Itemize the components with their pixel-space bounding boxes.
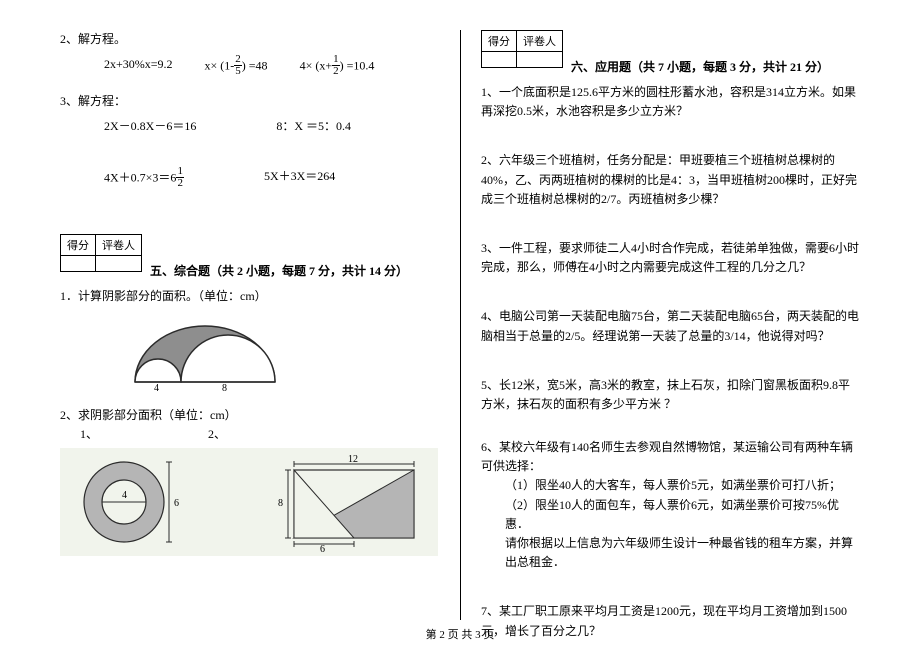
- right-column: 得分 评卷人 六、应用题（共 7 小题，每题 3 分，共计 21 分） 1、一个…: [460, 30, 860, 620]
- s5-q1: 1．计算阴影部分的面积。（单位：cm） 4 8: [60, 287, 440, 392]
- fraction: 12: [176, 166, 184, 189]
- r-q6-a: （1）限坐40人的大客车，每人票价5元，如满坐票价可打八折；: [481, 476, 860, 495]
- figure-row: 4 6 12 8: [60, 448, 438, 556]
- q3: 3、解方程： 2X－0.8X－6＝16 8：X ＝5：0.4 4X＋0.7×3＝…: [60, 92, 440, 189]
- score-h1: 得分: [482, 31, 517, 52]
- s5-q2-2: 2、: [208, 425, 226, 444]
- score-h1: 得分: [61, 234, 96, 255]
- left-column: 2、解方程。 2x+30%x=9.2 x× (1-25) =48 4× (x+1…: [60, 30, 460, 620]
- r-q3: 3、一件工程，要求师徒二人4小时合作完成，若徒弟单独做，需要6小时完成，那么，师…: [481, 239, 860, 277]
- q3-row1: 2X－0.8X－6＝16 8：X ＝5：0.4: [60, 117, 440, 136]
- r-q6: 6、某校六年级有140名师生去参观自然博物馆，某运输公司有两种车辆可供选择： （…: [481, 438, 860, 572]
- score-box-5: 得分 评卷人: [60, 234, 142, 272]
- arc-label-8: 8: [222, 383, 227, 392]
- r-q6-b: （2）限坐10人的面包车，每人票价6元，如满坐票价可按75%优惠．: [481, 496, 860, 534]
- q2-eq2: x× (1-25) =48: [205, 55, 268, 78]
- score-h2: 评卷人: [517, 31, 563, 52]
- svg-text:6: 6: [320, 544, 325, 552]
- q3-eq4: 5X＋3X＝264: [264, 167, 335, 190]
- svg-text:6: 6: [174, 498, 179, 509]
- r-q5: 5、长12米，宽5米，高3米的教室，抹上石灰，扣除门窗黑板面积9.8平方米，抹石…: [481, 376, 860, 414]
- page-columns: 2、解方程。 2x+30%x=9.2 x× (1-25) =48 4× (x+1…: [0, 0, 920, 620]
- q3-eq2: 8：X ＝5：0.4: [276, 117, 351, 136]
- s5-q2-1: 1、: [80, 425, 98, 444]
- r-q6-c: 请你根据以上信息为六年级师生设计一种最省钱的租车方案，并算出总租金．: [481, 534, 860, 572]
- figures-svg: 4 6 12 8: [64, 452, 434, 552]
- arc-figure: 4 8: [60, 312, 440, 392]
- r-q7: 7、某工厂职工原来平均月工资是1200元，现在平均月工资增加到1500元，增长了…: [481, 602, 860, 640]
- score-box-6: 得分 评卷人: [481, 30, 563, 68]
- svg-text:8: 8: [278, 498, 283, 509]
- s5-q2: 2、求阴影部分面积（单位：cm） 1、 2、 4 6: [60, 406, 440, 563]
- svg-text:12: 12: [348, 454, 358, 465]
- s5-q2-sublabels: 1、 2、: [60, 425, 440, 444]
- q3-eq3: 4X＋0.7×3＝612: [104, 167, 184, 190]
- r-q2: 2、六年级三个班植树，任务分配是：甲班要植三个班植树总棵树的40%，乙、丙两班植…: [481, 151, 860, 209]
- q2-eq1: 2x+30%x=9.2: [104, 55, 173, 78]
- fraction: 12: [332, 54, 340, 77]
- r-q1: 1、一个底面积是125.6平方米的圆柱形蓄水池，容积是314立方米。如果再深挖0…: [481, 83, 860, 121]
- s5-q2-label: 2、求阴影部分面积（单位：cm）: [60, 408, 237, 422]
- arc-svg: 4 8: [120, 312, 290, 392]
- svg-text:4: 4: [122, 490, 127, 501]
- q2-eq3: 4× (x+12) =10.4: [300, 55, 375, 78]
- q3-eq1: 2X－0.8X－6＝16: [104, 117, 196, 136]
- q2: 2、解方程。 2x+30%x=9.2 x× (1-25) =48 4× (x+1…: [60, 30, 440, 78]
- s5-q1-label: 1．计算阴影部分的面积。（单位：cm）: [60, 289, 267, 303]
- r-q4: 4、电脑公司第一天装配电脑75台，第二天装配电脑65台，两天装配的电脑相当于总量…: [481, 307, 860, 345]
- fraction: 25: [234, 54, 242, 77]
- q2-label: 2、解方程。: [60, 32, 126, 46]
- q2-equations: 2x+30%x=9.2 x× (1-25) =48 4× (x+12) =10.…: [60, 55, 440, 78]
- arc-label-4: 4: [154, 383, 159, 392]
- q3-row2: 4X＋0.7×3＝612 5X＋3X＝264: [60, 167, 440, 190]
- r-q6-h: 6、某校六年级有140名师生去参观自然博物馆，某运输公司有两种车辆可供选择：: [481, 438, 860, 476]
- score-h2: 评卷人: [96, 234, 142, 255]
- q3-label: 3、解方程：: [60, 94, 126, 108]
